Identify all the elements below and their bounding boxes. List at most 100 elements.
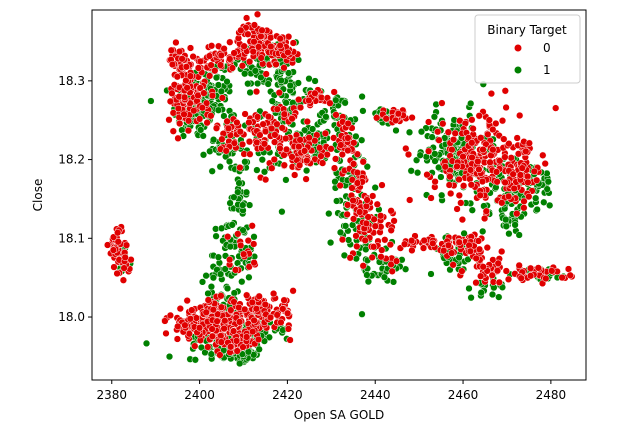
scatter-point-1 [260, 168, 269, 176]
scatter-point-0 [482, 207, 490, 215]
scatter-point-0 [229, 327, 238, 335]
scatter-point-0 [440, 247, 448, 255]
scatter-point-0 [233, 118, 241, 127]
scatter-point-0 [224, 124, 233, 133]
scatter-point-0 [167, 46, 175, 54]
scatter-point-1 [405, 128, 414, 136]
scatter-point-0 [246, 150, 254, 158]
scatter-point-1 [268, 97, 276, 105]
scatter-point-0 [441, 163, 449, 171]
scatter-point-1 [253, 166, 261, 174]
scatter-point-0 [235, 318, 244, 326]
scatter-point-1 [455, 253, 463, 262]
scatter-point-0 [533, 176, 541, 184]
scatter-point-0 [468, 116, 476, 124]
scatter-point-0 [429, 239, 437, 248]
scatter-point-0 [240, 42, 248, 50]
scatter-point-1 [255, 345, 263, 353]
scatter-point-0 [186, 315, 194, 323]
scatter-point-0 [327, 145, 335, 153]
scatter-point-1 [202, 272, 210, 280]
scatter-point-1 [430, 113, 439, 121]
scatter-point-0 [485, 116, 493, 124]
scatter-point-1 [244, 348, 253, 356]
scatter-point-0 [498, 247, 506, 256]
scatter-point-0 [248, 222, 256, 230]
scatter-point-0 [178, 55, 186, 63]
scatter-point-1 [242, 188, 251, 196]
scatter-point-0 [302, 175, 310, 183]
scatter-point-0 [494, 259, 502, 267]
scatter-point-0 [303, 156, 311, 165]
scatter-point-1 [206, 147, 214, 155]
scatter-point-1 [142, 339, 151, 348]
scatter-point-1 [209, 274, 218, 282]
scatter-point-0 [200, 89, 208, 97]
scatter-point-1 [332, 96, 340, 104]
scatter-point-1 [505, 230, 513, 238]
scatter-point-0 [258, 26, 266, 34]
scatter-point-0 [479, 263, 487, 271]
scatter-point-0 [368, 253, 376, 262]
scatter-point-0 [270, 155, 278, 164]
scatter-point-1 [197, 126, 205, 134]
scatter-point-1 [515, 231, 523, 239]
scatter-point-0 [173, 335, 182, 343]
scatter-point-0 [353, 242, 361, 251]
scatter-point-0 [295, 142, 303, 151]
scatter-point-0 [175, 47, 184, 56]
scatter-point-0 [526, 264, 535, 272]
scatter-point-0 [438, 99, 446, 107]
scatter-point-0 [114, 229, 122, 237]
scatter-point-0 [330, 164, 339, 172]
scatter-point-0 [245, 118, 253, 127]
scatter-point-0 [344, 146, 352, 155]
scatter-point-0 [217, 51, 225, 60]
scatter-point-0 [183, 84, 191, 92]
scatter-point-0 [474, 157, 482, 166]
scatter-point-1 [502, 215, 510, 224]
scatter-point-0 [253, 113, 262, 121]
scatter-point-0 [500, 135, 508, 143]
scatter-point-1 [257, 73, 265, 82]
scatter-point-0 [238, 140, 247, 149]
scatter-point-0 [348, 184, 356, 192]
scatter-point-0 [217, 292, 225, 300]
scatter-point-0 [453, 205, 461, 213]
scatter-point-0 [444, 128, 452, 136]
scatter-point-0 [224, 233, 232, 241]
scatter-point-0 [180, 110, 188, 118]
scatter-point-0 [504, 275, 513, 283]
scatter-point-0 [431, 178, 439, 186]
scatter-point-1 [363, 271, 371, 279]
scatter-point-1 [431, 150, 439, 158]
scatter-point-0 [317, 152, 325, 160]
scatter-point-0 [552, 104, 560, 112]
scatter-point-0 [191, 342, 199, 350]
scatter-point-0 [261, 300, 269, 309]
scatter-point-0 [267, 42, 275, 51]
scatter-point-0 [548, 267, 556, 275]
scatter-point-0 [522, 147, 530, 156]
scatter-point-0 [444, 241, 453, 249]
scatter-point-0 [478, 177, 487, 186]
y-tick-label: 18.0 [58, 310, 85, 324]
scatter-point-0 [564, 265, 573, 273]
scatter-point-0 [501, 178, 509, 187]
scatter-point-0 [424, 118, 433, 126]
scatter-point-1 [230, 289, 238, 297]
scatter-point-0 [250, 38, 258, 46]
scatter-point-1 [214, 81, 223, 89]
plot-frame [91, 9, 587, 381]
scatter-point-0 [448, 146, 456, 154]
x-tick-label: 2480 [536, 388, 567, 402]
scatter-point-0 [244, 236, 252, 245]
scatter-point-0 [392, 116, 400, 125]
scatter-point-0 [566, 271, 574, 279]
scatter-point-1 [294, 79, 302, 87]
scatter-point-0 [236, 163, 244, 172]
scatter-point-1 [336, 228, 345, 237]
scatter-point-0 [296, 136, 304, 144]
scatter-point-0 [212, 124, 221, 132]
scatter-point-0 [189, 52, 197, 61]
